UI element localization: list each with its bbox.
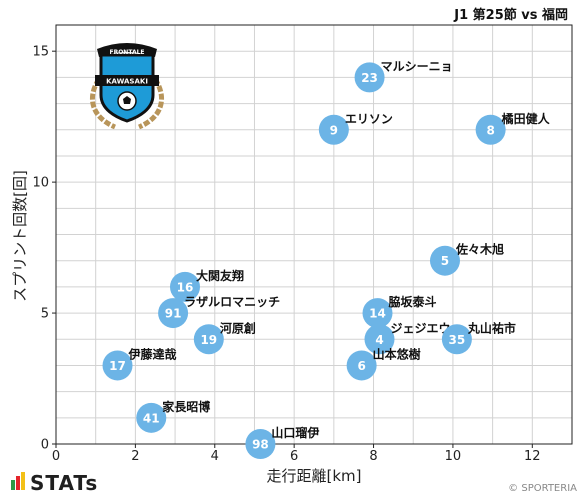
point-name-label: 家長昭博 — [162, 399, 210, 414]
plot-area-frame — [55, 24, 573, 445]
point-marker — [364, 324, 395, 355]
y-axis-title: スプリント回数[回] — [11, 170, 29, 302]
point-number-label: 4 — [375, 333, 383, 347]
data-point: 8 橘田健人 — [475, 111, 551, 145]
data-points: 23マルシーニョ9エリソン8橘田健人5佐々木旭16大関友翔91ラザルロマニッチ1… — [102, 59, 551, 459]
emblem-crest-top — [97, 43, 157, 57]
point-number-label: 16 — [177, 280, 194, 294]
point-name-label: 大関友翔 — [196, 268, 244, 283]
point-marker — [318, 114, 349, 145]
club-emblem: FRONTALE KAWASAKI — [89, 43, 165, 130]
point-number-label: 98 — [252, 438, 269, 452]
credit-text: © SPORTERIA — [508, 483, 577, 494]
x-tick-label: 6 — [290, 449, 298, 464]
x-tick-label: 2 — [131, 449, 139, 464]
emblem-club-text: KAWASAKI — [106, 78, 148, 86]
x-tick-label: 10 — [445, 449, 462, 464]
point-marker — [245, 429, 276, 459]
emblem-ball-pattern — [123, 96, 131, 104]
point-number-label: 19 — [200, 333, 217, 347]
point-number-label: 14 — [369, 307, 386, 321]
x-tick-label: 12 — [524, 449, 541, 464]
point-marker — [475, 114, 506, 145]
point-marker — [441, 324, 472, 355]
point-number-label: 17 — [109, 359, 126, 373]
point-name-label: 丸山祐市 — [467, 320, 516, 335]
data-point: 6 山本悠樹 — [346, 346, 421, 381]
point-name-label: 山本悠樹 — [373, 346, 421, 361]
point-marker — [136, 402, 167, 433]
point-marker — [102, 350, 133, 381]
point-name-label: マルシーニョ — [381, 59, 453, 73]
x-tick-label: 8 — [369, 449, 377, 464]
point-marker — [158, 298, 189, 329]
chart-title: J1 第25節 vs 福岡 — [453, 7, 568, 23]
brand-bar-red — [16, 476, 20, 490]
data-point: 4 ジェジエウ — [364, 321, 451, 355]
point-name-label: エリソン — [345, 112, 393, 126]
point-marker — [346, 350, 377, 381]
stats-brand-logo: STATs — [11, 471, 98, 495]
data-point: 5 佐々木旭 — [429, 242, 504, 276]
point-name-label: 佐々木旭 — [455, 242, 504, 257]
y-tick-label: 15 — [32, 45, 49, 60]
emblem-shield — [99, 53, 155, 123]
point-name-label: ジェジエウ — [390, 321, 450, 335]
point-name-label: 橘田健人 — [501, 111, 551, 126]
point-name-label: 伊藤達哉 — [128, 346, 177, 361]
point-number-label: 5 — [441, 254, 449, 268]
emblem-band — [95, 75, 159, 86]
brand-bar-green — [11, 480, 15, 490]
point-number-label: 9 — [330, 123, 338, 137]
y-tick-label: 5 — [41, 307, 49, 322]
point-number-label: 23 — [361, 71, 378, 85]
x-tick-label: 0 — [52, 449, 60, 464]
brand-bar-yellow — [21, 472, 25, 490]
point-name-label: ラザルロマニッチ — [184, 295, 280, 309]
x-axis-title: 走行距離[km] — [266, 467, 361, 485]
emblem-top-text: FRONTALE — [109, 49, 144, 56]
point-marker — [429, 245, 460, 276]
point-number-label: 6 — [357, 359, 365, 373]
y-tick-label: 10 — [32, 176, 49, 191]
point-number-label: 35 — [449, 333, 466, 347]
x-tick-label: 4 — [211, 449, 219, 464]
point-name-label: 脇坂泰斗 — [389, 294, 437, 309]
point-name-label: 山口瑠伊 — [271, 425, 319, 440]
data-point: 9 エリソン — [318, 112, 393, 145]
y-tick-label: 0 — [41, 438, 49, 453]
point-marker — [193, 324, 224, 355]
point-marker — [170, 271, 200, 302]
point-name-label: 河原創 — [219, 320, 256, 335]
point-marker — [362, 298, 393, 329]
point-number-label: 91 — [165, 307, 182, 321]
brand-text: STATs — [30, 471, 98, 495]
point-number-label: 8 — [486, 123, 494, 137]
point-number-label: 41 — [143, 411, 160, 425]
point-marker — [354, 62, 385, 93]
